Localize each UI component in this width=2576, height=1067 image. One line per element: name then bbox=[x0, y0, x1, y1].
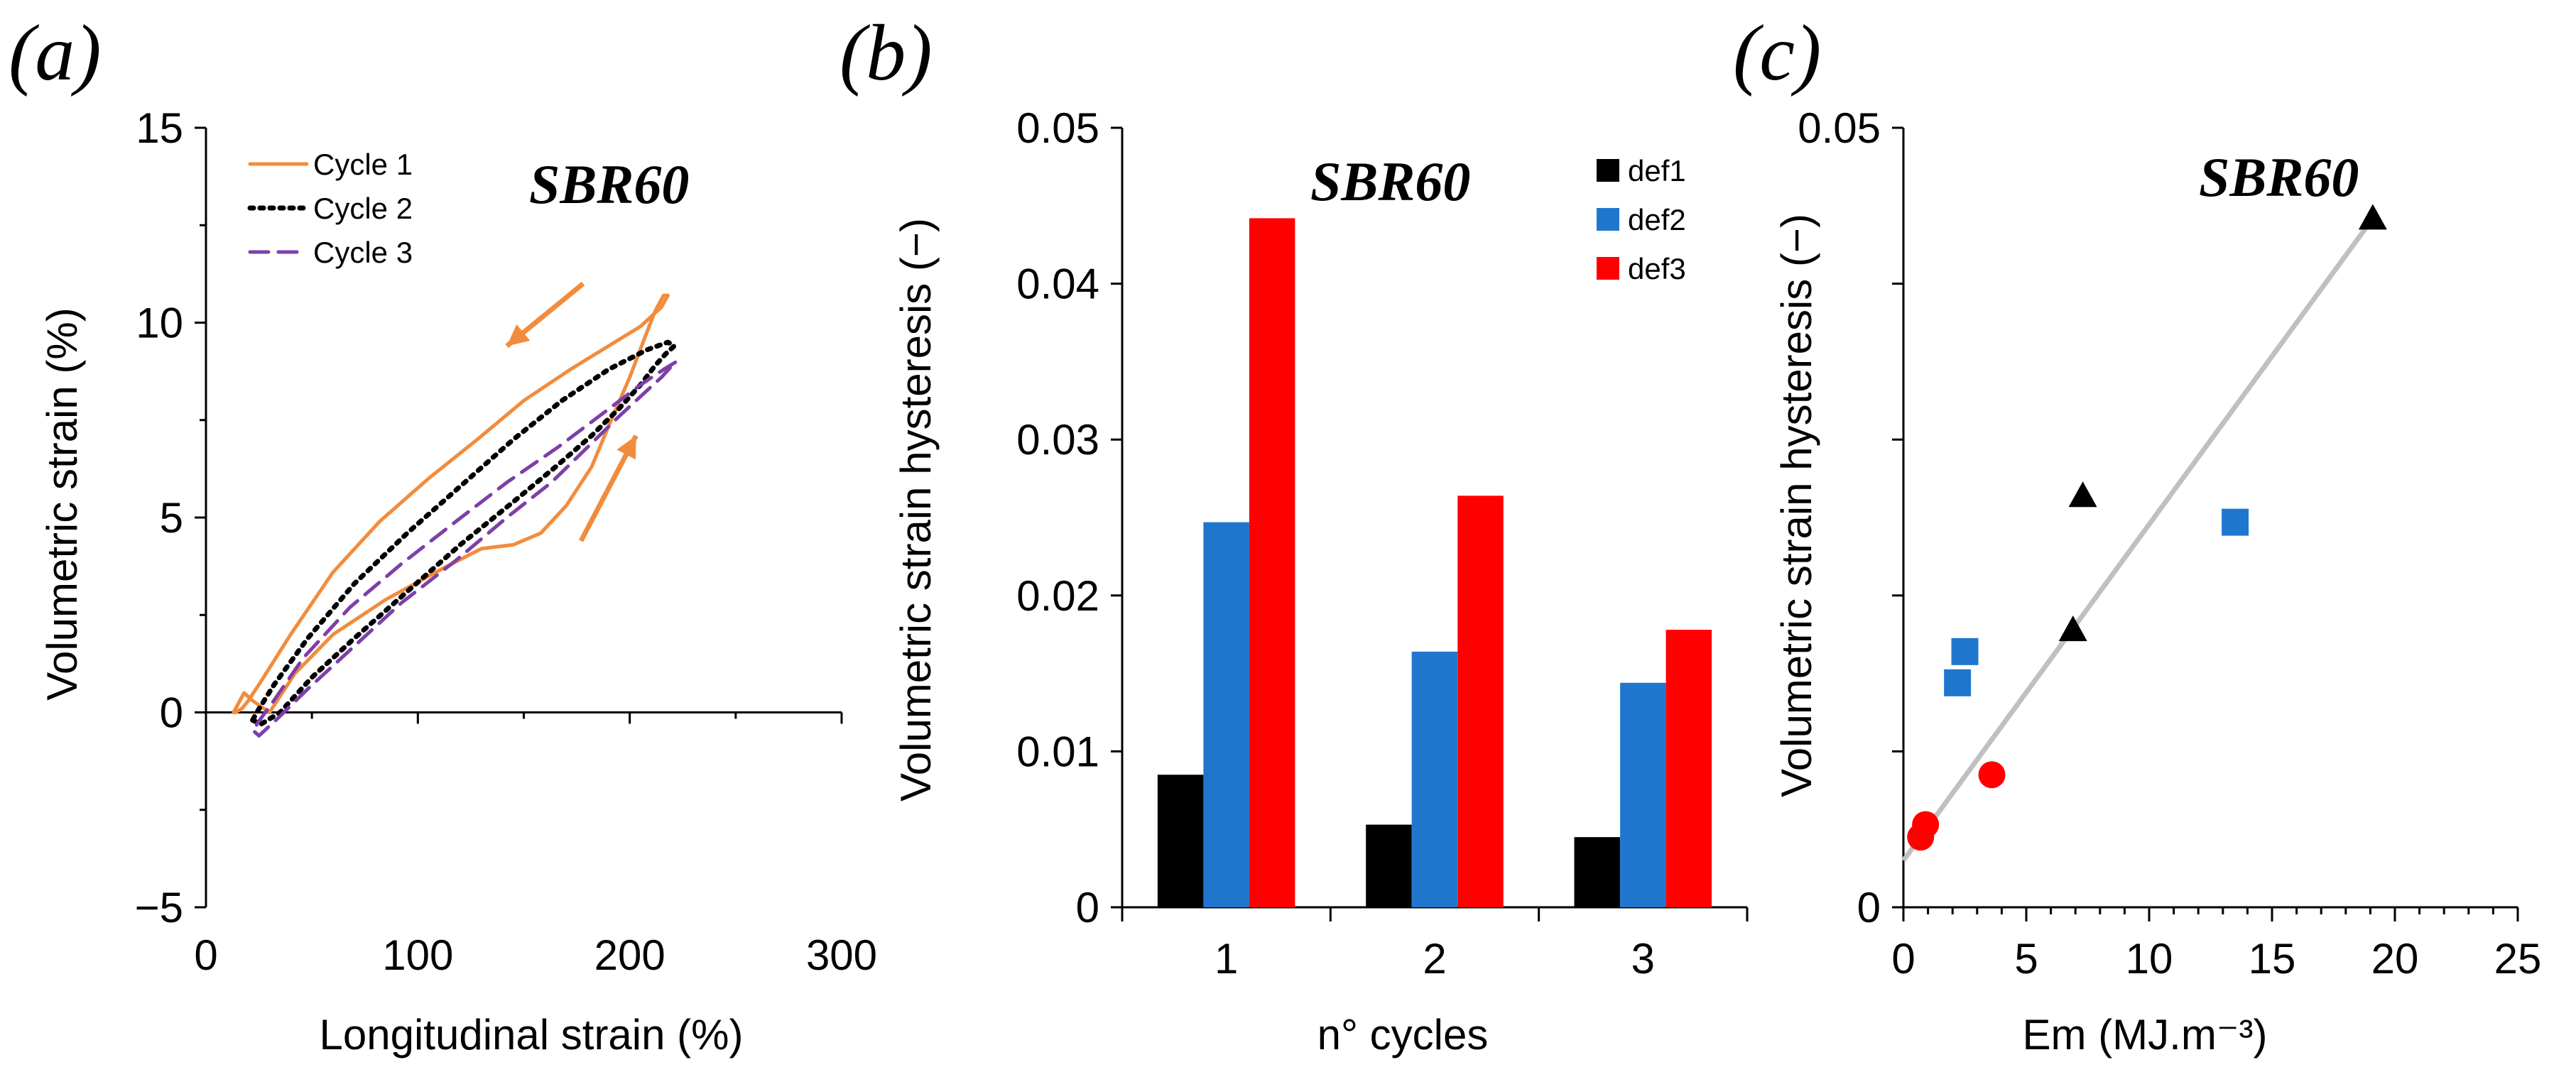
panel-a-annotation: SBR60 bbox=[529, 153, 689, 215]
panel-a-ylabel: Volumetric strain (%) bbox=[38, 307, 86, 700]
panel-c-x-tick-label: 10 bbox=[2126, 935, 2173, 983]
panel-c-point-def2 bbox=[1951, 638, 1979, 665]
panel-b-y-tick-label: 0.01 bbox=[1016, 728, 1099, 775]
panel-b-legend-label: def1 bbox=[1628, 154, 1686, 187]
panel-b-label: (b) bbox=[839, 9, 933, 97]
panel-b-chart: (b) SBR60 n° cycles Volumetric strain hy… bbox=[839, 9, 1749, 1058]
panel-c-x-tick-label: 20 bbox=[2371, 935, 2419, 983]
panel-a-series-cycle-3 bbox=[253, 359, 678, 738]
panel-b-bar-def3 bbox=[1665, 630, 1712, 907]
panel-b-legend-swatch bbox=[1597, 159, 1619, 182]
panel-b-legend-swatch bbox=[1597, 257, 1619, 280]
panel-b-legend-label: def2 bbox=[1628, 203, 1686, 236]
panel-a-series-cycle-1 bbox=[232, 293, 670, 714]
panel-c-point-def1 bbox=[2058, 615, 2087, 642]
panel-b-bar-def1 bbox=[1157, 775, 1204, 907]
panel-c-label: (c) bbox=[1733, 9, 1821, 97]
panel-b-y-tick-label: 0.05 bbox=[1016, 104, 1099, 152]
panel-c-point-def3 bbox=[1912, 811, 1940, 838]
panel-a-arrow-head bbox=[616, 435, 636, 460]
panel-b-legend-swatch bbox=[1597, 208, 1619, 231]
panel-a-y-tick-label: 0 bbox=[160, 689, 183, 737]
panel-b-bar-def1 bbox=[1574, 837, 1620, 907]
panel-c-y-tick-label: 0 bbox=[1857, 884, 1881, 931]
panel-c-point-def1 bbox=[2068, 481, 2097, 508]
panel-c-x-tick-label: 0 bbox=[1891, 935, 1915, 983]
panel-b-x-tick-label: 2 bbox=[1423, 935, 1446, 983]
panel-a-y-tick-label: −5 bbox=[135, 884, 183, 931]
panel-a-legend-label: Cycle 1 bbox=[313, 148, 413, 181]
panel-a-y-tick-label: 15 bbox=[136, 104, 183, 152]
panel-c-annotation: SBR60 bbox=[2199, 146, 2359, 208]
panel-a-y-tick-label: 10 bbox=[136, 300, 183, 347]
panel-b-xlabel: n° cycles bbox=[1317, 1011, 1489, 1058]
panel-a-legend-label: Cycle 2 bbox=[313, 192, 413, 225]
panel-b-legend-label: def3 bbox=[1628, 252, 1686, 285]
panel-a-y-tick-label: 5 bbox=[160, 494, 183, 542]
panel-c-point-def2 bbox=[1944, 669, 1972, 696]
panel-a-legend-label: Cycle 3 bbox=[313, 236, 413, 269]
panel-c-point-def2 bbox=[2222, 508, 2249, 536]
panel-a-arrow-head bbox=[506, 324, 531, 346]
panel-c-xlabel: Em (MJ.m⁻³) bbox=[2023, 1011, 2268, 1058]
panel-c-x-tick-label: 25 bbox=[2494, 935, 2542, 983]
panel-b-y-tick-label: 0.04 bbox=[1016, 261, 1099, 308]
panel-c-x-tick-label: 15 bbox=[2249, 935, 2296, 983]
panel-a-chart: (a) SBR60 Longitudinal strain (%) Volume… bbox=[9, 9, 877, 1058]
panel-b-y-tick-label: 0.02 bbox=[1016, 572, 1099, 620]
panel-c-trendline bbox=[1901, 213, 2378, 863]
panel-c-y-tick-label: 0.05 bbox=[1798, 104, 1881, 152]
panel-b-y-tick-label: 0.03 bbox=[1016, 416, 1099, 464]
panel-c-x-tick-label: 5 bbox=[2014, 935, 2038, 983]
panel-a-legend: Cycle 1 Cycle 2 Cycle 3 bbox=[247, 148, 413, 269]
panel-b-bar-def1 bbox=[1366, 824, 1412, 907]
panel-b-bar-def2 bbox=[1203, 522, 1249, 907]
panel-c-point-def1 bbox=[2358, 204, 2387, 230]
panel-c-point-def3 bbox=[1978, 761, 2006, 789]
panel-b-annotation: SBR60 bbox=[1310, 151, 1470, 212]
panel-b-legend: def1 def2 def3 bbox=[1597, 154, 1686, 285]
panel-b-bar-def3 bbox=[1457, 496, 1504, 907]
panel-c-ylabel: Volumetric strain hysteresis (−) bbox=[1773, 214, 1820, 797]
panel-b-bar-def3 bbox=[1249, 218, 1295, 907]
panel-b-ylabel: Volumetric strain hysteresis (−) bbox=[892, 218, 940, 801]
panel-a-series-cycle-2 bbox=[250, 339, 677, 727]
panel-b-bar-def2 bbox=[1620, 682, 1666, 907]
panel-a-x-tick-label: 300 bbox=[806, 931, 877, 979]
panel-c-chart: (c) SBR60 Em (MJ.m⁻³) Volumetric strain … bbox=[1733, 9, 2541, 1058]
panel-a-x-tick-label: 0 bbox=[194, 931, 217, 979]
panel-b-y-tick-label: 0 bbox=[1076, 884, 1099, 931]
panel-b-bar-def2 bbox=[1411, 651, 1458, 907]
panel-b-x-tick-label: 3 bbox=[1631, 935, 1655, 983]
panel-a-label: (a) bbox=[9, 9, 102, 97]
panel-a-xlabel: Longitudinal strain (%) bbox=[320, 1011, 744, 1058]
panel-a-x-tick-label: 200 bbox=[594, 931, 665, 979]
panel-b-x-tick-label: 1 bbox=[1214, 935, 1238, 983]
panel-a-x-tick-label: 100 bbox=[382, 931, 453, 979]
